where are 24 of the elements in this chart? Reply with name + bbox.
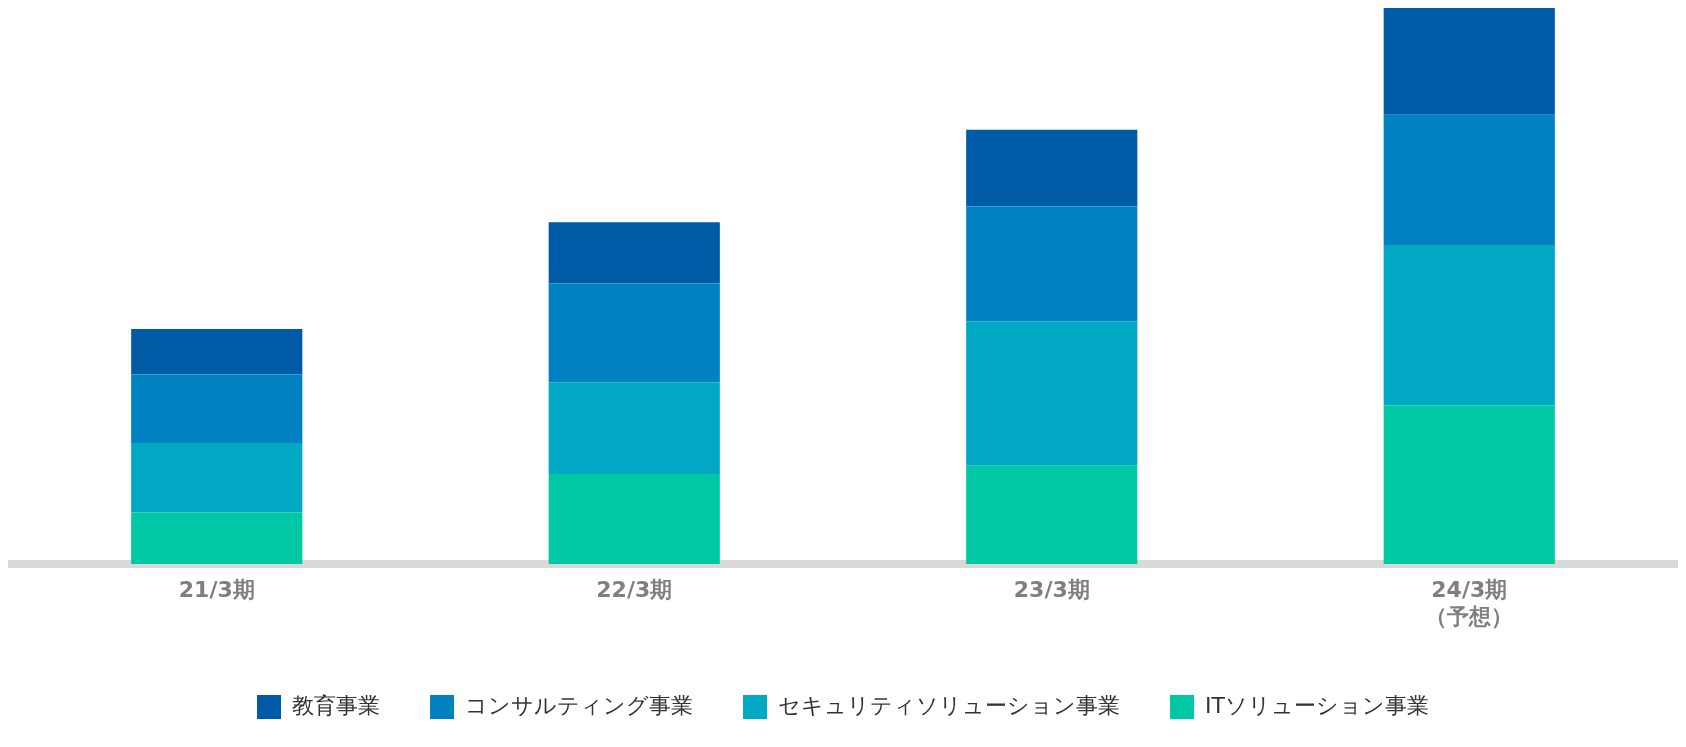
bar [131, 442, 303, 513]
x-tick-label: 21/3期 [178, 577, 255, 603]
bar [1383, 244, 1555, 406]
bar [1383, 114, 1555, 245]
legend-label: 教育事業 [292, 692, 381, 718]
x-tick-label: 23/3期 [1013, 577, 1090, 603]
bar [548, 382, 720, 475]
bar [966, 321, 1138, 466]
bar [966, 129, 1138, 207]
x-tick-label: 24/3期（予想） [1425, 577, 1514, 629]
bar [548, 222, 720, 284]
bar [966, 206, 1138, 322]
bar [548, 283, 720, 383]
bar [1383, 405, 1555, 565]
legend-label: セキュリティソリューション事業 [778, 692, 1121, 718]
bar [131, 374, 303, 443]
bar [131, 328, 303, 375]
bar [966, 465, 1138, 565]
x-tick-label: 22/3期 [596, 577, 673, 603]
legend-label: コンサルティング事業 [465, 692, 694, 718]
legend-label: ITソリューション事業 [1205, 692, 1429, 718]
bar [548, 474, 720, 565]
bar [131, 512, 303, 565]
bar [1383, 8, 1555, 115]
